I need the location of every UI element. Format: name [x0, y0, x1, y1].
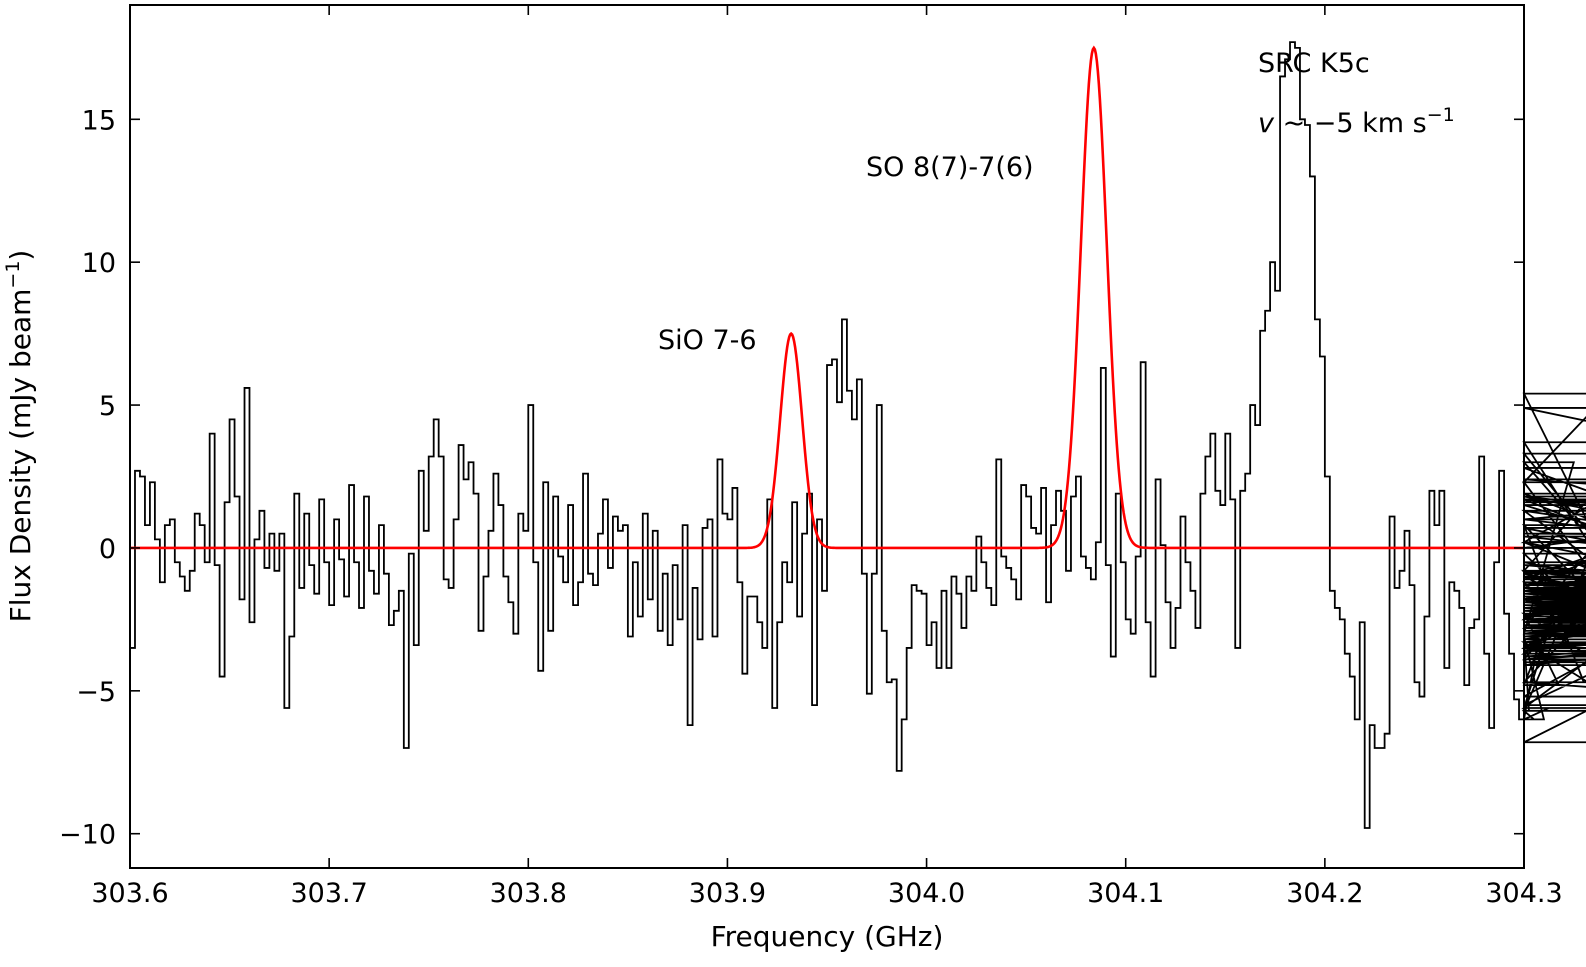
x-tick-label: 303.9 [689, 878, 766, 909]
x-tick-label: 303.8 [490, 878, 567, 909]
annotation-velocity: v ∼ −5 km s−1 [1258, 104, 1455, 139]
x-axis-ticks: 303.6 303.7 303.8 303.9 304.0 304.1 304.2 304.3 [91, 5, 1563, 909]
observed-spectrum-line [130, 41, 1586, 829]
plot-area: 303.6 303.7 303.8 303.9 304.0 304.1 304.2 304.3… [59, 4, 1586, 909]
gaussian-fit-line [130, 45, 1524, 550]
annotation-so-line: SO 8(7)-7(6) [866, 152, 1034, 183]
y-axis-label: Flux Density (mJy beam−1) [2, 250, 37, 623]
axes-frame [129, 4, 1525, 869]
x-tick-label: 303.7 [290, 878, 367, 909]
x-axis-label: Frequency (GHz) [711, 920, 944, 953]
y-tick-label: 10 [82, 248, 116, 279]
data-layer [130, 41, 1586, 829]
y-tick-label: 0 [99, 534, 116, 565]
y-axis-ticks: −10 −5 0 5 10 15 [59, 105, 1524, 851]
x-tick-label: 304.1 [1087, 878, 1164, 909]
annotation-source: SRC K5c [1258, 48, 1370, 79]
y-tick-label: 5 [99, 391, 116, 422]
y-tick-label: −10 [59, 820, 116, 851]
x-tick-label: 304.2 [1286, 878, 1363, 909]
x-tick-label: 303.6 [91, 878, 168, 909]
annotation-sio-line: SiO 7-6 [658, 325, 757, 356]
y-tick-label: −5 [76, 677, 116, 708]
x-tick-label: 304.0 [888, 878, 965, 909]
y-tick-label: 15 [82, 105, 116, 136]
x-tick-label: 304.3 [1485, 878, 1562, 909]
